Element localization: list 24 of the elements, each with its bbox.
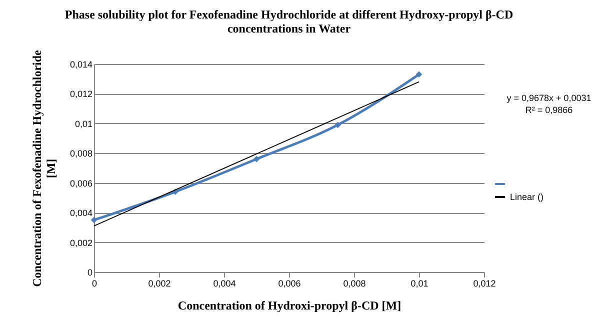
- legend-label: Linear (): [510, 192, 544, 202]
- point: [416, 71, 422, 78]
- x-tick-label: 0,01: [410, 278, 428, 288]
- y-tick-label: 0,002: [70, 238, 92, 248]
- text: y = 0,9678x + 0,0031: [506, 93, 592, 103]
- y-axis-title: Concentration of Fexofenadine Hydrochloride [M]: [30, 49, 58, 287]
- x-tick-label: 0,008: [343, 278, 366, 288]
- x-tick-label: 0,006: [278, 278, 301, 288]
- y-tick-label: 0: [87, 268, 92, 278]
- chart-title: Phase solubility plot for Fexofenadine Hydrochloride at different Hydroxy-propyl β-CD concentrations in Water: [64, 8, 514, 36]
- x-tick-label: 0,004: [213, 278, 236, 288]
- x-tick-label: 0,002: [148, 278, 171, 288]
- x-axis-title: Concentration of Hydroxi-propyl β-CD [M]: [178, 298, 402, 312]
- text: R² = 0,9866: [525, 105, 573, 115]
- y-tick-label: 0,008: [70, 148, 92, 159]
- point: [90, 216, 98, 224]
- y-tick-label: 0,012: [70, 89, 92, 100]
- y-tick-label: 0,014: [70, 60, 92, 70]
- point: [334, 122, 341, 128]
- y-tick-label: 0,006: [70, 178, 92, 188]
- point: [253, 156, 260, 162]
- x-tick-label: 0,012: [473, 278, 496, 288]
- y-tick-label: 0,01: [74, 118, 92, 129]
- y-tick-label: 0,004: [70, 208, 92, 218]
